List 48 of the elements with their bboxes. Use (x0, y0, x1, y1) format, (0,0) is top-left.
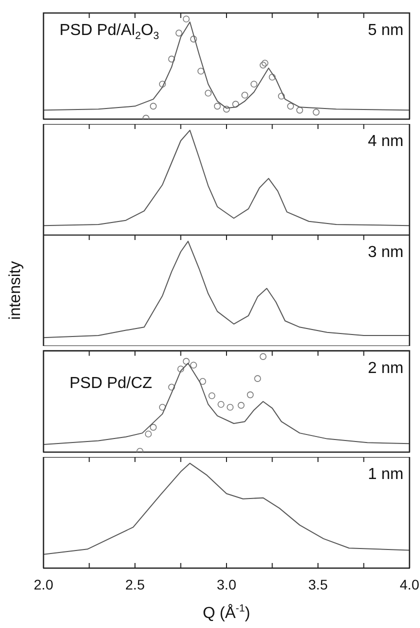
point (250, 80, 258, 88)
point (226, 404, 234, 411)
point (278, 92, 285, 100)
point (204, 90, 212, 97)
point (260, 353, 266, 360)
point (150, 424, 157, 431)
x-tick-label: 4.0 (400, 576, 420, 592)
point (241, 92, 248, 99)
point (190, 362, 197, 369)
point (136, 448, 144, 452)
x-tick-label: 2.0 (34, 576, 54, 592)
point (168, 56, 175, 62)
point (176, 30, 182, 36)
y-axis-title: intensity (7, 261, 24, 320)
point (182, 358, 190, 365)
point (238, 402, 245, 409)
chart-title: 2 nm (368, 360, 404, 377)
series-label: PSD Pd/CZ (70, 374, 152, 392)
x-tick-label: 3.5 (308, 576, 328, 592)
point (260, 62, 266, 68)
point (199, 378, 206, 385)
point (246, 391, 254, 398)
point (268, 74, 276, 81)
chart-title: 3 nm (368, 244, 404, 261)
point (214, 102, 221, 110)
chart-title: 1 nm (368, 466, 404, 483)
point (223, 106, 230, 113)
point (312, 108, 320, 116)
point (190, 36, 197, 42)
point (197, 68, 204, 75)
point (296, 106, 304, 114)
point (177, 366, 184, 372)
x-tick-label: 2.5 (125, 576, 145, 592)
point (208, 392, 216, 400)
point (262, 60, 268, 66)
point (218, 400, 224, 408)
point (287, 102, 294, 110)
point (150, 102, 157, 110)
point (144, 430, 152, 438)
point (168, 384, 175, 391)
point (254, 375, 262, 382)
chart-title: 4 nm (368, 133, 404, 150)
x-tick-label: 3.0 (216, 576, 236, 592)
point (142, 114, 150, 120)
chart-title: 5 nm (368, 22, 404, 39)
point (159, 80, 166, 88)
point (232, 100, 240, 108)
point (182, 16, 190, 22)
